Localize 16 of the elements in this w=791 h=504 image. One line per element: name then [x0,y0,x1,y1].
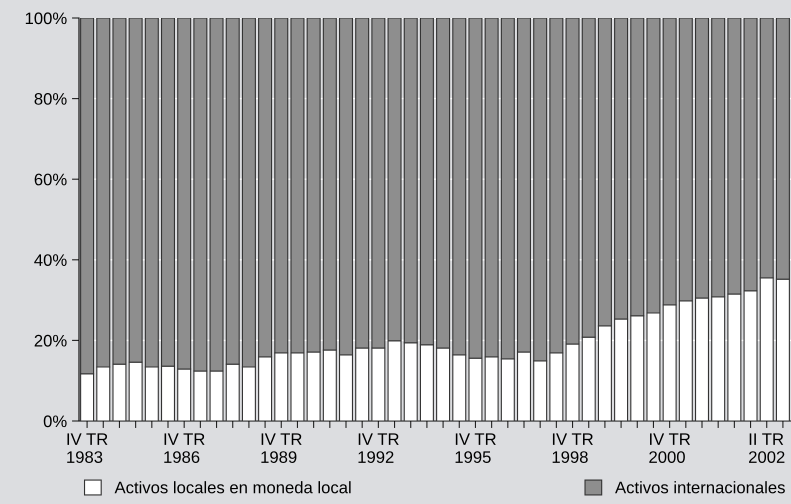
x-tick-label: IV TR 1995 [456,433,496,463]
x-tick-label: IV TR 1986 [164,433,205,463]
y-tick-label: 40% [34,254,67,266]
y-tick-label: 100% [26,12,67,24]
legend-label: Activos locales en moneda local [114,481,351,494]
x-tick-label: IV TR 1989 [261,433,302,463]
y-tick-label: 20% [34,334,67,347]
x-tick-label: IV TR 2000 [649,433,690,463]
y-tick-label: 60% [34,174,67,186]
y-tick-label: 0% [44,415,67,428]
legend-label: Activos internacionales [615,481,785,494]
x-tick-label: IV TR 1998 [552,433,593,463]
x-tick-label: IV TR 1983 [67,433,108,463]
x-tick-label: II TR 2002 [749,433,784,463]
x-tick-label: IV TR 1992 [358,433,399,463]
y-tick-label: 80% [34,93,67,105]
